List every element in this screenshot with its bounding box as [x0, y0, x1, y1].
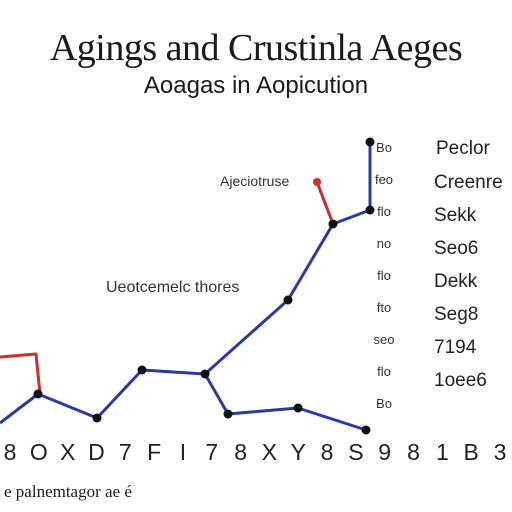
chart-annotation: Ajeciotruse: [220, 173, 289, 189]
data-point: [223, 409, 233, 419]
chart-annotation: Ueotcemelc thores: [106, 279, 239, 296]
data-point-red: [313, 178, 321, 186]
x-tick-label: 1: [436, 439, 449, 465]
series-line-2: [0, 352, 42, 395]
x-tick-label: 8: [4, 439, 17, 465]
right-axis-label: seo: [374, 332, 395, 347]
x-tick-label: I: [180, 439, 186, 465]
x-tick-label: X: [60, 439, 75, 465]
data-point: [328, 219, 338, 229]
x-tick-label: 9: [378, 439, 391, 465]
right-panel-value: 1oee6: [434, 370, 487, 391]
x-tick-label: Y: [291, 439, 306, 465]
series-line-3: [315, 181, 335, 225]
right-axis-label: flo: [377, 268, 391, 283]
data-point: [365, 205, 375, 215]
chart-footnote: e palnemtagor ae é: [4, 482, 132, 501]
right-axis-label: feo: [375, 172, 393, 187]
right-axis-label: fto: [377, 300, 391, 315]
x-tick-label: 7: [119, 439, 132, 465]
x-tick-label: 8: [321, 439, 334, 465]
data-point: [200, 369, 210, 379]
data-point: [92, 413, 102, 423]
right-panel-value: Seg8: [434, 304, 478, 325]
data-point: [361, 425, 371, 435]
right-panel-value: Dekk: [434, 271, 478, 292]
x-tick-label: O: [30, 439, 48, 465]
right-panel-value: 7194: [434, 337, 477, 358]
right-panel-header: Peclor: [436, 138, 491, 159]
right-panel-value: Sekk: [434, 205, 477, 226]
x-tick-label: F: [147, 439, 161, 465]
data-point: [293, 403, 303, 413]
x-tick-label: 3: [494, 439, 507, 465]
x-tick-label: 8: [234, 439, 247, 465]
x-tick-label: D: [88, 439, 105, 465]
data-point: [137, 365, 147, 375]
right-axis-label: no: [377, 236, 391, 251]
chart-title: Agings and Crustinla Aeges: [49, 27, 463, 69]
x-tick-label: 7: [205, 439, 218, 465]
x-tick-label: 8: [407, 439, 420, 465]
x-tick-label: B: [464, 439, 479, 465]
data-point: [283, 295, 293, 305]
right-panel-value: Creenre: [434, 172, 503, 193]
x-tick-label: X: [262, 439, 277, 465]
series-line-0: [0, 368, 367, 432]
chart-subtitle: Aoagas in Aopicution: [143, 72, 369, 99]
right-axis-label: Bo: [376, 396, 392, 411]
data-point: [33, 389, 43, 399]
right-panel-value: Seo6: [434, 238, 478, 259]
x-tick-label: S: [348, 439, 363, 465]
right-axis-label: flo: [377, 364, 391, 379]
data-point: [365, 137, 375, 147]
right-axis-label: Bo: [376, 140, 392, 155]
right-axis-label: flo: [377, 204, 391, 219]
